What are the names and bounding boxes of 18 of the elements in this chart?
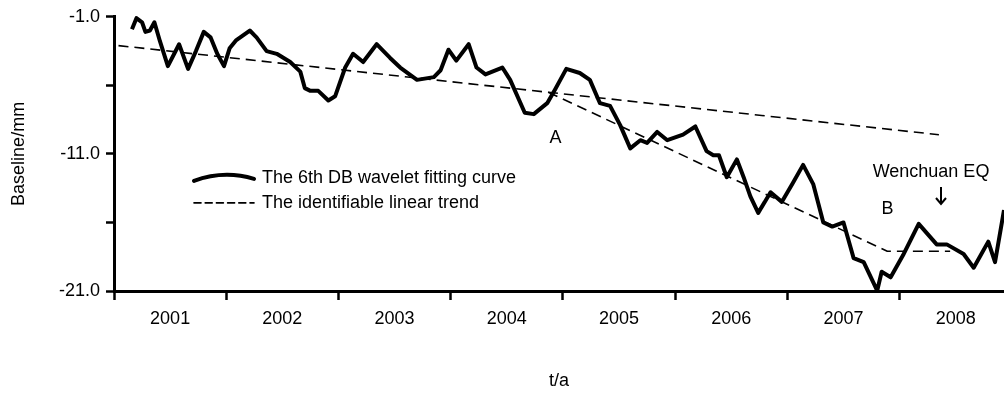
x-tick-label: 2003 bbox=[374, 307, 415, 328]
y-tick-label: -11.0 bbox=[60, 142, 100, 163]
y-tick-label: -1.0 bbox=[68, 5, 100, 26]
x-tick-label: 2004 bbox=[486, 307, 527, 328]
legend-label: The 6th DB wavelet fitting curve bbox=[262, 166, 517, 187]
x-axis-title: t/a bbox=[548, 370, 570, 391]
x-tick-label: 2001 bbox=[150, 307, 191, 328]
x-tick-label: 2002 bbox=[262, 307, 303, 328]
legend-label: The identifiable linear trend bbox=[262, 191, 480, 212]
x-tick-label: 2007 bbox=[823, 307, 864, 328]
x-tick-label: 2008 bbox=[935, 307, 976, 328]
annotation: Wenchuan EQ bbox=[872, 161, 990, 182]
x-tick-label: 2006 bbox=[711, 307, 752, 328]
annotation: A bbox=[549, 127, 562, 148]
y-axis-title: Baseline/mm bbox=[7, 101, 28, 206]
x-tick-label: 2005 bbox=[599, 307, 640, 328]
y-tick-label: -21.0 bbox=[58, 279, 100, 300]
annotation: B bbox=[881, 198, 894, 219]
